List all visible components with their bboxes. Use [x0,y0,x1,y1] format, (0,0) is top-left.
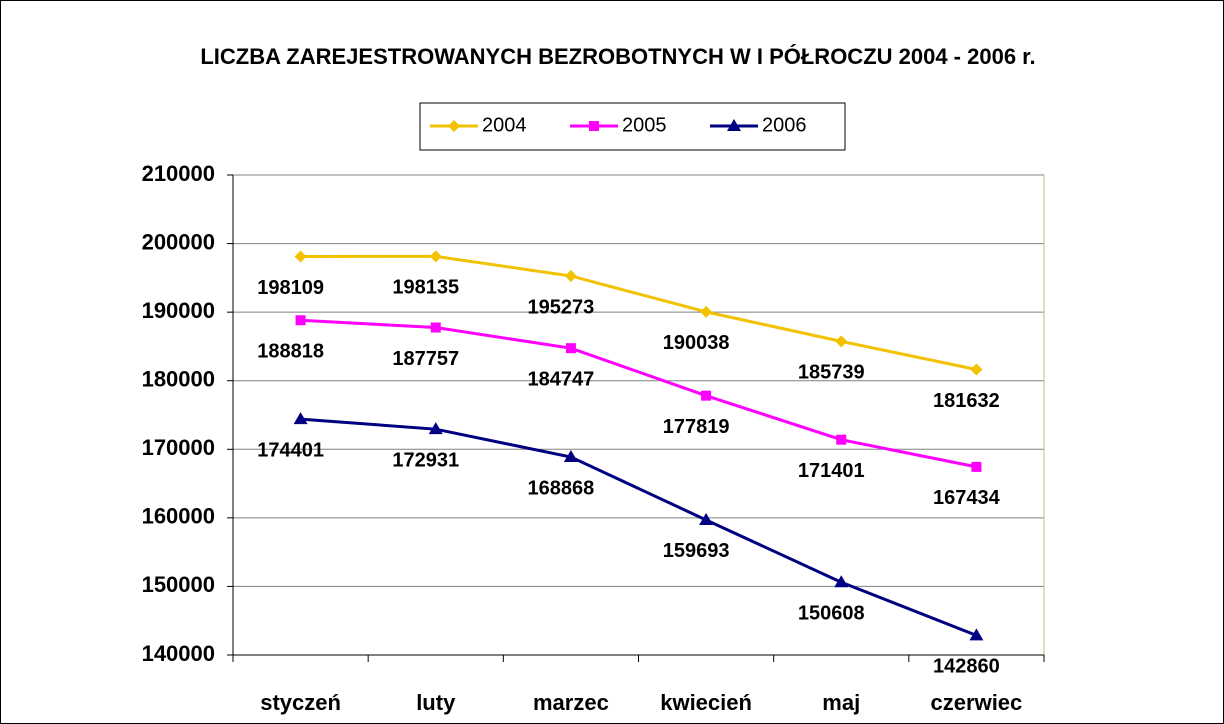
data-point [835,335,848,348]
data-point [971,461,982,472]
data-point [429,250,442,263]
data-label: 181632 [933,390,1000,412]
x-tick-label: maj [822,690,860,715]
series-line [300,417,977,637]
y-tick-label: 180000 [142,367,215,392]
data-label: 142860 [933,656,1000,678]
data-point [428,422,443,435]
data-label: 198135 [392,277,459,299]
data-label: 150608 [798,603,865,625]
legend-label: 2005 [622,114,667,136]
legend-marker [448,120,460,132]
x-tick-label: marzec [533,690,609,715]
data-point [834,575,849,588]
data-point [430,322,441,333]
y-tick-label: 210000 [142,161,215,186]
data-label: 190038 [663,332,730,354]
y-tick-label: 170000 [142,435,215,460]
data-label: 159693 [663,540,730,562]
y-tick-label: 150000 [142,572,215,597]
data-point [700,305,713,318]
legend-label: 2004 [482,114,527,136]
data-point [836,434,847,445]
x-tick-label: kwiecień [660,690,752,715]
x-tick-label: czerwiec [931,690,1023,715]
data-point [295,315,306,326]
legend-label: 2006 [762,114,807,136]
x-tick-label: styczeń [260,690,341,715]
y-tick-label: 160000 [142,504,215,529]
data-label: 168868 [528,477,595,499]
legend-box [419,102,846,151]
y-tick-label: 190000 [142,298,215,323]
data-label: 184747 [528,368,595,390]
data-label: 167434 [933,487,1001,509]
legend-marker [727,119,741,131]
data-label: 177819 [663,416,730,438]
data-label: 172931 [392,449,459,471]
data-label: 187757 [392,348,459,370]
data-point [564,269,577,282]
data-point [294,250,307,263]
data-point [563,450,578,463]
legend-marker [589,121,599,131]
data-label: 198109 [257,277,324,299]
data-point [699,512,714,525]
data-point [293,412,308,425]
data-point [701,390,712,401]
x-tick-label: luty [416,690,456,715]
data-label: 185739 [798,362,865,384]
data-label: 195273 [528,296,595,318]
data-point [970,363,983,376]
data-label: 171401 [798,460,865,482]
data-point [969,628,984,641]
data-point [565,343,576,354]
chart-title: LICZBA ZAREJESTROWANYCH BEZROBOTNYCH W I… [200,44,1035,69]
series-line [300,254,977,371]
series-line [300,318,977,469]
y-tick-label: 140000 [142,641,215,666]
data-label: 188818 [257,341,324,363]
data-label: 174401 [257,439,324,461]
y-tick-label: 200000 [142,229,215,254]
